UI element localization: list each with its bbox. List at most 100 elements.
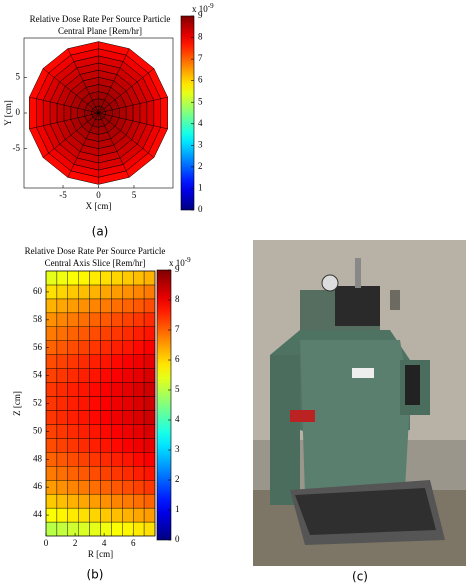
colorbar-tick-label: 9	[175, 264, 180, 274]
heat-cell	[89, 312, 101, 327]
x-tick-label: 2	[73, 538, 78, 548]
heat-cell	[56, 507, 69, 523]
heat-cell	[132, 410, 145, 425]
heat-cell	[122, 507, 134, 523]
y-axis-label: Y [cm]	[3, 100, 13, 125]
y-tick-label: 52	[33, 398, 42, 408]
x-tick-label: 5	[132, 190, 137, 200]
heat-cell	[100, 480, 112, 495]
heat-cell	[67, 382, 79, 397]
heat-cell	[100, 438, 112, 453]
heat-cell	[122, 438, 134, 453]
heat-cell	[143, 410, 156, 425]
heat-cell	[143, 298, 156, 314]
heat-cell	[89, 396, 101, 411]
heat-cell	[122, 410, 134, 425]
heat-cell	[100, 410, 112, 425]
heat-cell	[122, 368, 134, 383]
y-axis-label: Z [cm]	[12, 391, 22, 416]
heat-cell	[67, 396, 79, 411]
sector-line	[98, 112, 155, 158]
y-tick-label: 56	[33, 342, 43, 352]
heat-cell	[56, 480, 69, 495]
heat-cell	[89, 326, 101, 341]
heat-cell	[89, 493, 101, 509]
heat-cell	[78, 493, 90, 509]
heat-cell	[111, 507, 123, 523]
heat-cell	[45, 382, 58, 397]
sector-line	[42, 112, 99, 158]
heat-cell	[56, 466, 69, 481]
colorbar-tick-label: 7	[198, 53, 203, 63]
heat-cell	[122, 298, 134, 314]
panel-label: (c)	[352, 570, 368, 584]
heat-cell	[111, 480, 123, 495]
y-tick-label: 46	[33, 481, 43, 491]
heat-cell	[56, 396, 69, 411]
sector-line	[98, 48, 130, 114]
heat-cell	[78, 382, 90, 397]
colorbar-tick-label: 1	[198, 183, 203, 193]
heat-cell	[122, 466, 134, 481]
colorbar-tick-label: 0	[198, 204, 203, 214]
heat-cell	[132, 396, 145, 411]
colorbar-tick-label: 4	[175, 414, 180, 424]
heat-cell	[67, 424, 79, 439]
sector-line	[29, 112, 99, 130]
heat-cell	[67, 340, 79, 355]
heat-cell	[132, 382, 145, 397]
heat-cell	[67, 521, 79, 537]
x-tick-label: 6	[131, 538, 136, 548]
heat-cell	[100, 493, 112, 509]
heat-cell	[56, 452, 69, 467]
x-axis-label: R [cm]	[88, 549, 113, 559]
heat-cell	[122, 354, 134, 369]
multiplier-exponent: -9	[185, 256, 191, 264]
y-tick-label: 54	[33, 370, 43, 380]
heat-cell	[67, 368, 79, 383]
heat-cell	[122, 312, 134, 327]
x-tick-label: -5	[59, 190, 67, 200]
heat-cell	[111, 284, 123, 300]
heat-cell	[89, 410, 101, 425]
photo	[253, 240, 466, 566]
heat-cell	[78, 396, 90, 411]
heat-cell	[132, 521, 145, 537]
heat-cell	[143, 480, 156, 495]
heat-cell	[132, 452, 145, 467]
heat-cell	[111, 340, 123, 355]
heat-cell	[143, 368, 156, 383]
y-tick-label: 48	[33, 453, 43, 463]
y-tick-label: 50	[33, 425, 43, 435]
heat-cell	[143, 452, 156, 467]
colorbar-tick-label: 9	[198, 10, 203, 20]
heat-cell	[89, 298, 101, 314]
x-tick-label: 0	[96, 190, 101, 200]
colorbar-multiplier: x 10-9	[192, 2, 214, 14]
heat-cell	[45, 493, 58, 509]
heat-cell	[143, 396, 156, 411]
sector-line	[67, 48, 99, 114]
heat-cell	[132, 424, 145, 439]
heat-cell	[78, 507, 90, 523]
heat-cell	[67, 298, 79, 314]
heat-cell	[132, 368, 145, 383]
heat-cell	[111, 410, 123, 425]
heat-cell	[45, 354, 58, 369]
heat-cell	[67, 410, 79, 425]
colorbar-tick-label: 0	[175, 534, 180, 544]
heat-cell	[45, 298, 58, 314]
y-tick-label: 58	[33, 314, 43, 324]
heat-cell	[56, 410, 69, 425]
heat-cell	[78, 410, 90, 425]
heat-cell	[67, 480, 79, 495]
heat-cell	[56, 326, 69, 341]
heat-cell	[100, 270, 112, 286]
heat-cell	[78, 298, 90, 314]
heat-cell	[111, 298, 123, 314]
heat-cell	[132, 326, 145, 341]
colorbar-tick-label: 3	[175, 444, 180, 454]
heat-cell	[111, 452, 123, 467]
heat-cell	[100, 466, 112, 481]
